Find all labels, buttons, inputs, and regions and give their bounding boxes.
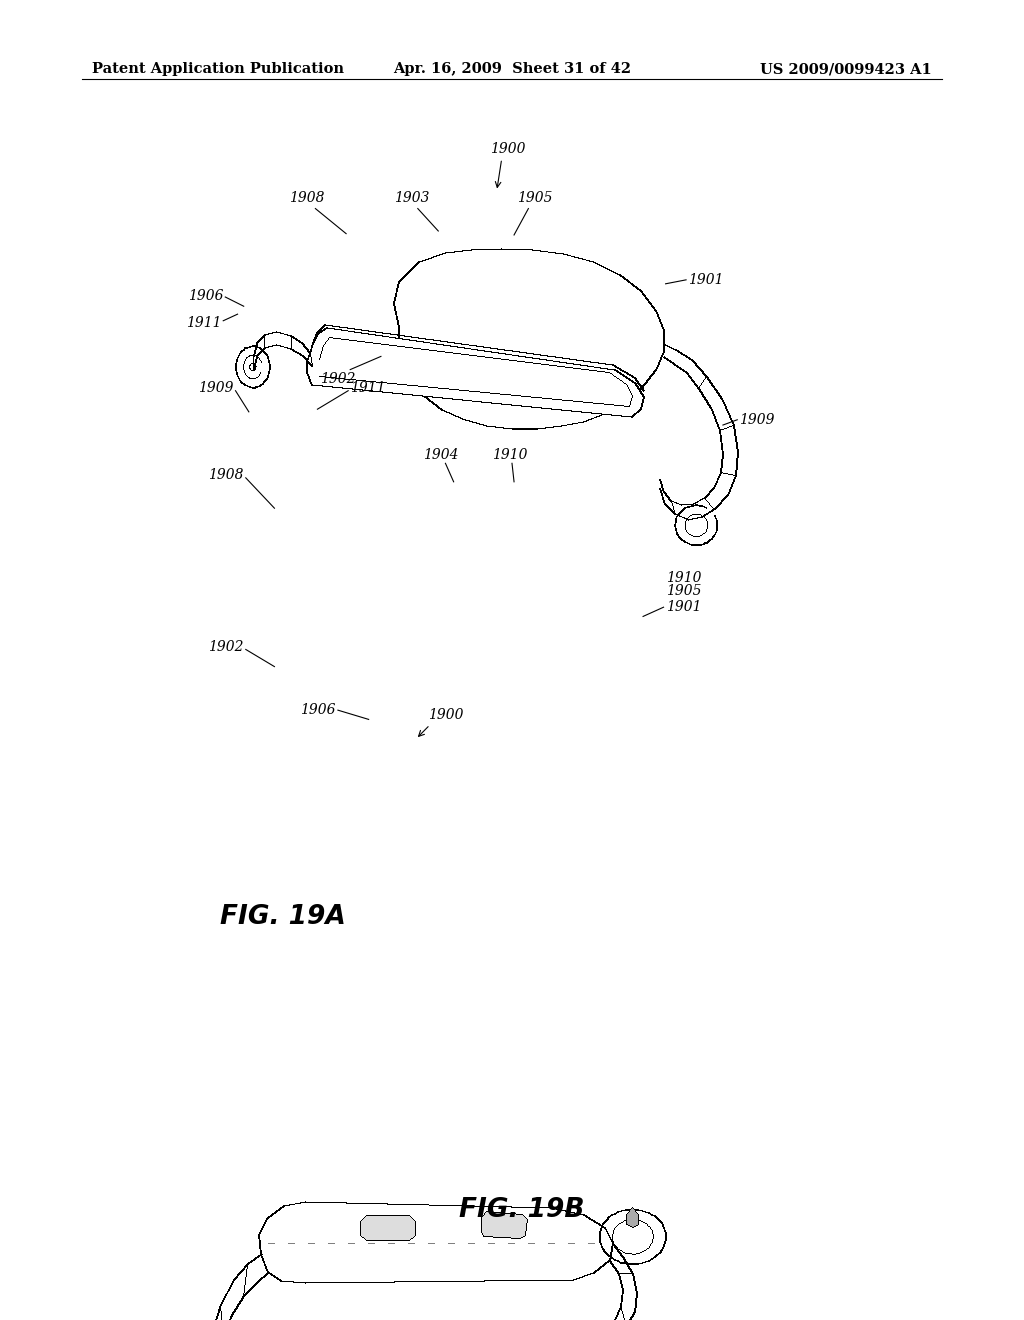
Text: Patent Application Publication: Patent Application Publication	[92, 62, 344, 77]
Text: 1902: 1902	[208, 640, 244, 653]
Text: 1909: 1909	[739, 413, 775, 426]
Text: 1910: 1910	[666, 572, 701, 585]
Text: 1908: 1908	[208, 469, 244, 482]
Text: 1904: 1904	[423, 447, 458, 462]
Text: 1906: 1906	[187, 289, 223, 302]
Text: 1901: 1901	[666, 601, 701, 614]
Text: 1909: 1909	[198, 381, 233, 395]
Text: US 2009/0099423 A1: US 2009/0099423 A1	[760, 62, 932, 77]
Text: 1911: 1911	[185, 317, 221, 330]
Text: Apr. 16, 2009  Sheet 31 of 42: Apr. 16, 2009 Sheet 31 of 42	[393, 62, 631, 77]
Text: 1905: 1905	[517, 190, 552, 205]
Text: 1906: 1906	[300, 704, 336, 717]
Text: 1901: 1901	[688, 273, 724, 286]
Text: 1911: 1911	[350, 381, 386, 395]
Text: 1908: 1908	[290, 190, 325, 205]
Text: 1900: 1900	[428, 708, 463, 722]
Text: 1903: 1903	[394, 190, 429, 205]
Text: FIG. 19B: FIG. 19B	[460, 1197, 585, 1224]
Text: 1910: 1910	[493, 447, 527, 462]
Text: FIG. 19A: FIG. 19A	[220, 904, 346, 931]
Text: 1905: 1905	[666, 585, 701, 598]
Text: 1900: 1900	[490, 141, 525, 156]
Text: 1902: 1902	[321, 372, 355, 387]
